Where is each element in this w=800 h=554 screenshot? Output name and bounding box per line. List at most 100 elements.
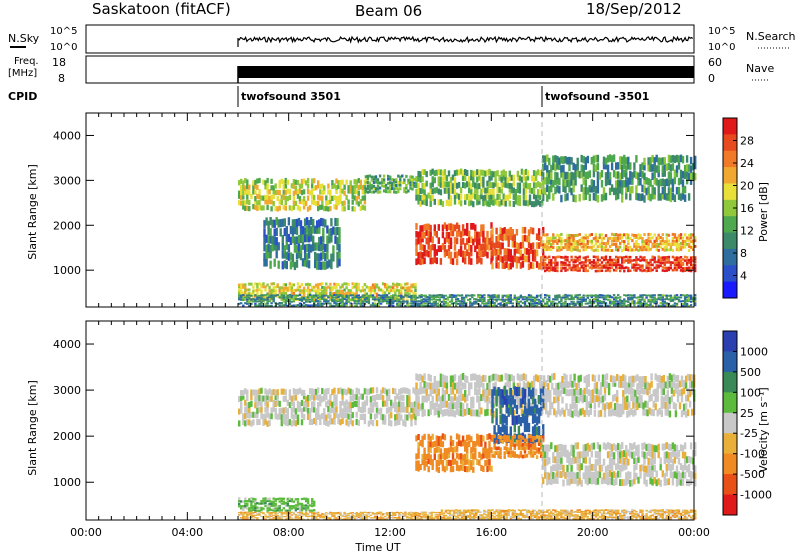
range-cell xyxy=(610,184,614,192)
range-cell xyxy=(343,184,346,190)
range-cell xyxy=(385,288,389,292)
range-cell xyxy=(303,227,307,236)
range-cell xyxy=(513,296,516,299)
range-cell xyxy=(238,283,241,287)
range-cell xyxy=(363,406,367,413)
range-cell xyxy=(518,182,522,189)
range-cell xyxy=(431,243,434,251)
range-cell xyxy=(311,183,314,189)
range-cell xyxy=(406,387,409,394)
range-cell xyxy=(252,294,255,298)
range-cell xyxy=(509,387,512,398)
range-cell xyxy=(293,244,297,253)
range-cell xyxy=(586,241,589,245)
range-cell xyxy=(318,243,321,252)
range-cell xyxy=(689,258,693,261)
range-cell xyxy=(558,177,561,186)
range-cell xyxy=(618,375,621,383)
range-cell xyxy=(518,200,522,207)
range-cell xyxy=(673,243,677,247)
range-cell xyxy=(552,300,555,303)
range-cell xyxy=(433,408,436,416)
range-cell xyxy=(528,382,532,390)
range-cell xyxy=(689,233,693,237)
range-cell xyxy=(408,289,411,292)
range-cell xyxy=(454,294,458,297)
range-cell xyxy=(545,388,548,396)
range-cell xyxy=(274,205,277,212)
range-cell xyxy=(619,302,622,305)
range-cell xyxy=(496,199,499,206)
range-cell xyxy=(555,410,558,418)
range-cell xyxy=(527,235,531,243)
range-cell xyxy=(266,300,269,303)
range-cell xyxy=(347,291,350,295)
range-cell xyxy=(627,300,630,303)
range-cell xyxy=(516,382,520,390)
range-cell xyxy=(548,294,551,297)
range-cell xyxy=(394,296,397,299)
range-cell xyxy=(336,237,339,246)
range-cell xyxy=(284,288,287,292)
range-cell xyxy=(288,189,292,195)
range-cell xyxy=(482,394,485,401)
range-cell xyxy=(532,188,536,195)
range-cell xyxy=(463,300,466,303)
range-cell xyxy=(374,177,378,181)
range-cell xyxy=(675,248,679,252)
range-cell xyxy=(675,236,679,240)
range-cell xyxy=(483,296,486,299)
range-cell xyxy=(638,389,641,397)
range-cell xyxy=(275,217,278,226)
range-cell xyxy=(403,178,406,182)
range-cell xyxy=(505,397,508,407)
range-cell xyxy=(369,418,373,425)
range-cell xyxy=(677,300,681,303)
range-cell xyxy=(439,452,443,459)
range-cell xyxy=(329,304,332,307)
range-cell xyxy=(685,298,689,301)
range-cell xyxy=(449,229,453,237)
range-cell xyxy=(518,382,522,390)
range-cell xyxy=(531,296,535,299)
range-cell xyxy=(641,242,644,246)
range-cell xyxy=(542,254,545,262)
range-cell xyxy=(574,247,577,251)
range-cell xyxy=(488,375,491,383)
range-cell xyxy=(610,239,614,243)
range-cell xyxy=(319,296,322,298)
range-cell xyxy=(590,179,593,187)
range-cell xyxy=(568,298,571,301)
range-cell xyxy=(599,388,603,396)
range-cell xyxy=(486,434,489,441)
range-cell xyxy=(689,256,693,259)
range-cell xyxy=(449,257,453,265)
range-cell xyxy=(504,200,507,207)
range-cell xyxy=(286,294,289,297)
range-cell xyxy=(546,294,549,297)
range-cell xyxy=(688,374,692,382)
range-cell xyxy=(649,164,652,172)
range-cell xyxy=(392,302,395,305)
range-cell xyxy=(641,245,644,249)
range-cell xyxy=(496,193,499,200)
range-cell xyxy=(470,183,473,190)
range-cell xyxy=(240,298,243,301)
range-cell xyxy=(596,302,600,305)
range-cell xyxy=(578,293,581,296)
range-cell xyxy=(292,419,296,426)
range-cell xyxy=(335,294,338,297)
range-cell xyxy=(275,242,278,251)
range-cell xyxy=(410,402,413,409)
range-cell xyxy=(559,381,562,389)
range-cell xyxy=(418,304,421,307)
range-cell xyxy=(621,300,624,302)
range-cell xyxy=(316,261,319,270)
range-cell xyxy=(280,289,283,293)
range-cell xyxy=(641,296,644,299)
range-cell xyxy=(317,302,320,305)
range-cell xyxy=(633,236,636,239)
range-cell xyxy=(683,269,687,272)
range-cell xyxy=(568,242,571,246)
range-cell xyxy=(380,184,384,188)
